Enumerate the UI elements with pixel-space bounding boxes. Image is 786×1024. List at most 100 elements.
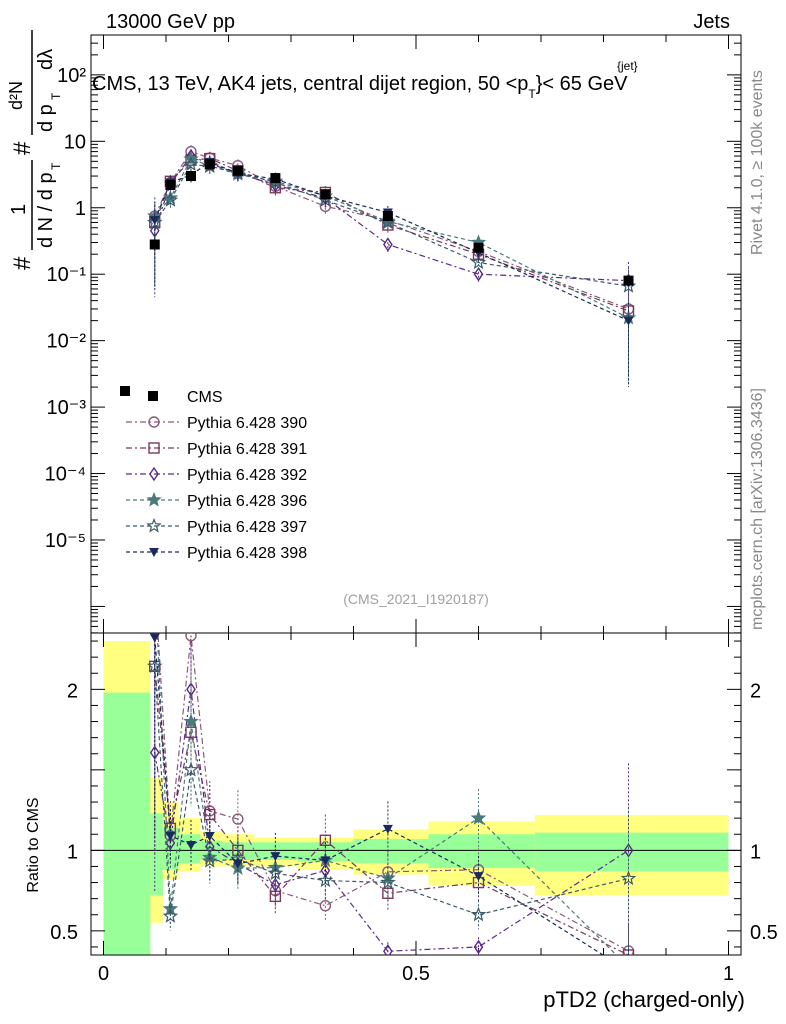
- series-line-ratio-s392: [154, 689, 629, 952]
- title-sub-T: T: [528, 87, 536, 101]
- ylabel-dp: d p: [35, 104, 57, 132]
- point-ratio-s397: [470, 906, 487, 922]
- legend-marker-data: [148, 391, 158, 401]
- point-ratio-s390: [185, 633, 197, 642]
- series-line-ratio-s391: [154, 666, 629, 955]
- point-main-data: [382, 211, 393, 222]
- point-ratio-s398: [186, 840, 196, 850]
- y-tick-label-main: 10⁻⁵: [45, 530, 86, 552]
- y-tick-label-ratio-left: 0.5: [50, 922, 78, 944]
- point-main-data: [623, 275, 634, 286]
- band-green-0: [103, 692, 151, 955]
- point-ratio-s397: [380, 874, 396, 890]
- series-main-s398: [149, 155, 634, 388]
- legend-label-s390: Pythia 6.428 390: [187, 415, 307, 432]
- point-main-s396: [162, 189, 179, 205]
- y-axis-label-ratio: Ratio to CMS: [25, 797, 42, 892]
- y-tick-label-ratio-right: 2: [750, 680, 761, 702]
- point-ratio-s392: [473, 939, 484, 955]
- point-main-s397: [162, 192, 179, 207]
- ylabel-one: 1: [8, 204, 30, 215]
- point-ratio-s398: [232, 859, 243, 869]
- point-main-data: [186, 171, 196, 182]
- legend-marker-s397: [146, 517, 162, 533]
- ratio-uncertainty-bands: [103, 641, 729, 955]
- ylabel-dl: dλ: [35, 49, 57, 70]
- point-ratio-s398: [320, 856, 331, 866]
- point-main-data: [320, 189, 331, 200]
- band-green-9: [428, 834, 535, 869]
- legend-label-s398: Pythia 6.428 398: [187, 545, 307, 562]
- legend-label-s396: Pythia 6.428 396: [187, 493, 307, 510]
- x-tick-label: 0: [98, 963, 109, 985]
- point-ratio-s397: [620, 870, 637, 886]
- point-ratio-s392: [270, 877, 281, 893]
- ylabel-hash-1: #: [9, 256, 36, 270]
- y-tick-label-main: 10⁻⁴: [45, 464, 86, 486]
- series-main-s396: [147, 150, 637, 385]
- title-tail: }< 65 GeV: [536, 73, 628, 95]
- point-main-s398: [149, 216, 160, 226]
- point-ratio-s391: [319, 834, 332, 846]
- series-line-ratio-s397: [154, 666, 629, 917]
- point-ratio-s398: [270, 852, 281, 862]
- series-line-main-s396: [154, 158, 629, 319]
- band-green-3: [178, 834, 201, 864]
- analysis-watermark: (CMS_2021_I1920187): [343, 591, 489, 607]
- point-main-data: [270, 173, 281, 184]
- point-ratio-s398: [165, 831, 176, 841]
- legend-marker-s396: [146, 491, 162, 507]
- point-ratio-s397: [202, 852, 218, 868]
- series-main-s390: [149, 145, 635, 376]
- ylabel-T: T: [49, 162, 63, 170]
- series-main-s397: [147, 156, 637, 353]
- point-ratio-s390: [319, 899, 332, 912]
- y-tick-label-ratio-left: 2: [67, 680, 78, 702]
- series-line-main-s398: [154, 161, 629, 322]
- point-ratio-s390: [150, 575, 160, 585]
- title-sup-jet: {jet}: [617, 59, 638, 73]
- series-line-main-s392: [154, 155, 629, 282]
- legend-label-s391: Pythia 6.428 391: [187, 441, 307, 458]
- point-main-data: [165, 180, 176, 191]
- point-main-s397: [470, 254, 487, 270]
- title-main-text: CMS, 13 TeV, AK4 jets, central dijet reg…: [92, 73, 528, 95]
- main-series-layer: [147, 145, 637, 388]
- band-green-8: [353, 839, 429, 864]
- series-ratio-s398: [149, 633, 634, 976]
- point-ratio-s396: [622, 961, 634, 973]
- ylabel-hash-2: #: [9, 141, 36, 155]
- series-ratio-s392: [149, 633, 634, 955]
- ratio-series-layer: [91, 574, 741, 976]
- y-tick-label-main: 10: [64, 131, 86, 153]
- point-main-data: [204, 159, 215, 170]
- plot-title: CMS, 13 TeV, AK4 jets, central dijet reg…: [92, 59, 638, 101]
- band-green-1: [150, 813, 163, 896]
- point-ratio-s392: [320, 863, 331, 878]
- point-ratio-s397: [162, 908, 179, 923]
- y-tick-label-ratio-right: 0.5: [750, 922, 778, 944]
- legend-marker-s392: [149, 466, 159, 482]
- point-ratio-s397: [317, 872, 334, 888]
- point-ratio-s396: [470, 809, 487, 825]
- ratio-plot-frame: [90, 632, 742, 956]
- legend: CMS Pythia 6.428 390 Pythia 6.428 391 Pythi…: [120, 386, 307, 562]
- series-main-data: [149, 159, 634, 286]
- point-ratio-s398: [204, 832, 215, 842]
- point-ratio-s392: [149, 745, 160, 760]
- point-ratio-s398: [624, 967, 634, 976]
- point-main-data: [473, 242, 484, 253]
- point-ratio-s396: [149, 574, 161, 586]
- rivet-version: Rivet 4.1.0, ≥ 100k events: [749, 70, 766, 255]
- point-main-s397: [183, 156, 199, 171]
- point-main-data: [149, 239, 160, 250]
- point-main-s398: [623, 316, 634, 326]
- legend-label-s397: Pythia 6.428 397: [187, 519, 307, 536]
- point-ratio-s396: [183, 713, 199, 729]
- axis-ticks: 0 0.5 1 10² 10 1 10⁻¹ 10⁻² 10⁻³ 10⁻⁴ 10⁻⁵ 2 2 1 1 0.5 0.…: [45, 35, 778, 985]
- series-line-ratio-s396: [156, 633, 618, 955]
- main-plot-frame: [90, 34, 742, 634]
- title-main: CMS, 13 TeV, AK4 jets, central dijet reg…: [92, 73, 628, 101]
- ylabel-d2N: d²N: [6, 81, 26, 110]
